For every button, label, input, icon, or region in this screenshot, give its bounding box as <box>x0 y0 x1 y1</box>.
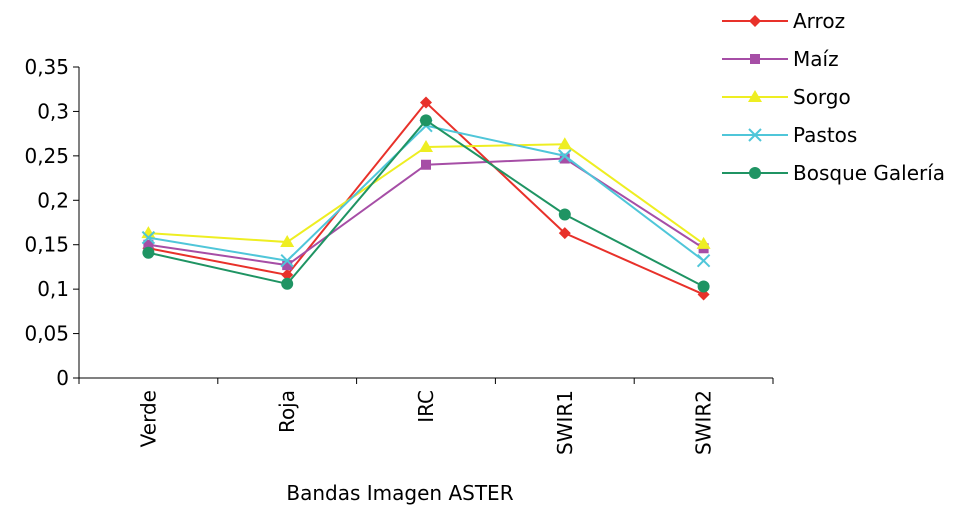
legend-marker-pastos <box>748 128 762 142</box>
data-point-sorgo <box>696 236 711 249</box>
legend-label-sorgo: Sorgo <box>793 85 851 109</box>
legend-label-ma-z: Maíz <box>793 47 839 71</box>
data-point-ma-z <box>143 239 154 250</box>
legend-label-bosque-galer-a: Bosque Galería <box>793 161 945 185</box>
y-tick-label: 0,05 <box>24 322 69 346</box>
y-tick-label: 0,25 <box>24 144 69 168</box>
data-point-ma-z <box>421 159 431 170</box>
data-point-pastos <box>558 149 572 163</box>
y-tick-label: 0,1 <box>37 277 69 301</box>
y-axis: 0 0,05 0,1 0,15 0,2 0,25 0,3 0,35 <box>24 55 80 390</box>
legend-label-pastos: Pastos <box>793 123 857 147</box>
data-point-arroz <box>281 268 294 281</box>
data-point-bosque-galer-a <box>281 277 294 290</box>
y-tick-label: 0,35 <box>24 55 69 79</box>
data-point-bosque-galer-a <box>558 208 571 221</box>
data-point-pastos <box>141 230 156 245</box>
y-tick-label: 0,3 <box>37 99 69 123</box>
x-tick-label: Roja <box>275 390 299 433</box>
legend-label-arroz: Arroz <box>793 9 845 33</box>
y-tick-label: 0,15 <box>24 233 69 257</box>
data-point-pastos <box>280 254 294 268</box>
data-point-sorgo <box>557 137 572 150</box>
data-point-bosque-galer-a <box>697 280 710 293</box>
data-point-bosque-galer-a <box>142 246 155 259</box>
x-tick-label: Verde <box>136 390 160 447</box>
x-axis: Verde Roja IRC SWIR1 SWIR2 <box>78 377 774 455</box>
x-axis-title: Bandas Imagen ASTER <box>286 481 513 505</box>
data-point-ma-z <box>282 260 293 271</box>
legend-marker-arroz <box>749 15 761 27</box>
data-point-pastos <box>696 254 711 268</box>
data-point-sorgo <box>280 235 295 248</box>
series-layer <box>141 96 711 301</box>
data-point-ma-z <box>559 153 570 164</box>
legend-marker-ma-z <box>750 54 760 64</box>
legend: Arroz Maíz Sorgo Pastos Bosque Galería <box>722 9 945 185</box>
data-point-bosque-galer-a <box>420 114 432 127</box>
data-point-sorgo <box>419 139 433 152</box>
data-point-arroz <box>420 96 432 109</box>
legend-marker-bosque-galer-a <box>749 167 761 179</box>
y-tick-label: 0,2 <box>37 188 69 212</box>
series-line-ma-z <box>148 157 705 267</box>
y-tick-label: 0 <box>56 366 69 390</box>
x-tick-label: IRC <box>414 390 438 423</box>
x-tick-label: SWIR2 <box>692 390 716 455</box>
legend-marker-sorgo <box>748 90 762 102</box>
data-point-arroz <box>558 227 571 240</box>
x-tick-label: SWIR1 <box>553 390 577 455</box>
